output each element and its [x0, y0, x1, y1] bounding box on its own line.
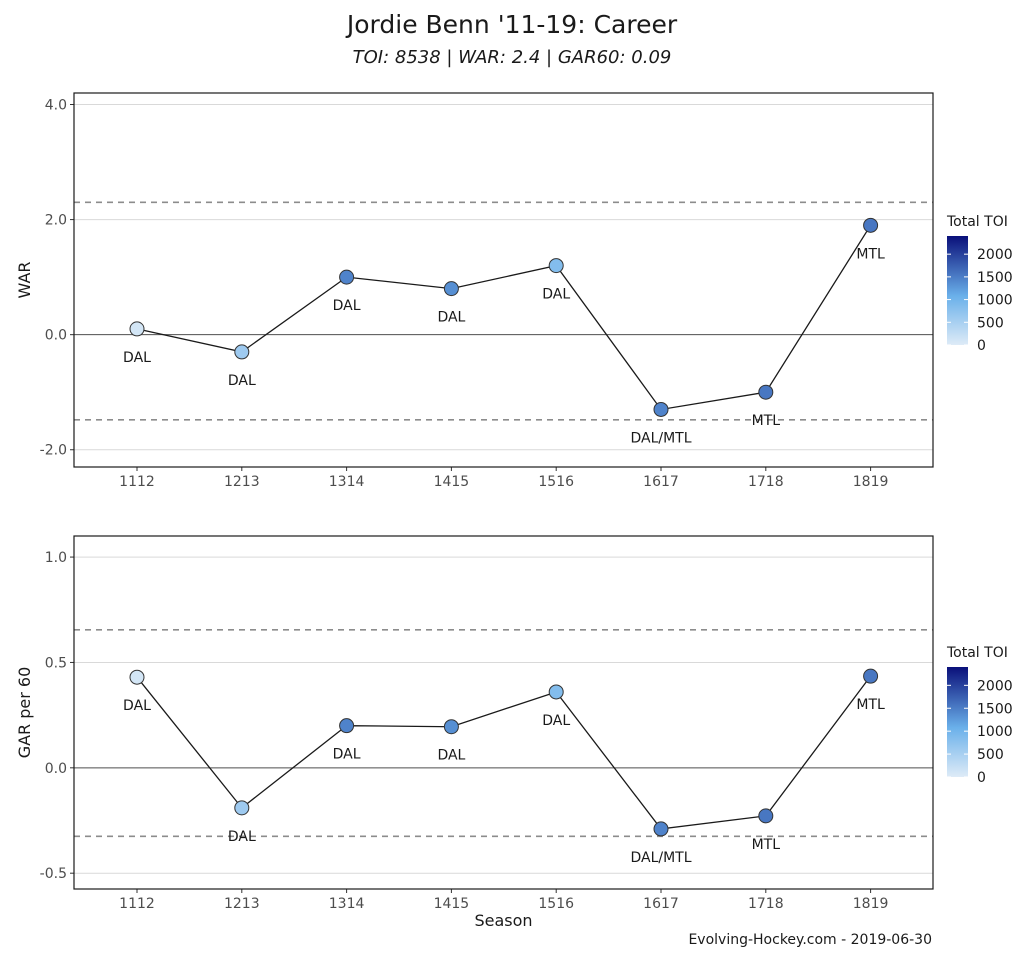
- legend-title: Total TOI: [946, 214, 1008, 230]
- x-tick-label: 1516: [538, 474, 574, 490]
- point-label: DAL/MTL: [630, 850, 691, 866]
- y-axis-label: GAR per 60: [15, 667, 34, 759]
- y-tick-label: 0.5: [45, 655, 67, 671]
- series-line: [136, 675, 872, 830]
- x-tick-label: 1819: [853, 474, 889, 490]
- source-caption: Evolving-Hockey.com - 2019-06-30: [688, 932, 932, 948]
- x-tick-label: 1415: [434, 474, 470, 490]
- chart-subtitle: TOI: 8538 | WAR: 2.4 | GAR60: 0.09: [352, 47, 672, 68]
- y-tick-label: 1.0: [45, 550, 67, 566]
- toi-legend: Total TOI 0 500 1000 1500 2000: [946, 214, 1013, 354]
- x-tick-label: 1718: [748, 474, 784, 490]
- point-label: DAL: [228, 373, 256, 389]
- legend-tick-label: 0: [977, 770, 986, 786]
- legend-tick-label: 0: [977, 338, 986, 354]
- x-tick-label: 1213: [224, 474, 260, 490]
- point-label: MTL: [752, 413, 781, 429]
- y-tick-label: 0.0: [45, 328, 67, 344]
- point-label: DAL/MTL: [630, 430, 691, 446]
- x-tick-label: 1415: [434, 896, 470, 912]
- y-tick-label: 4.0: [45, 98, 67, 114]
- legend-tick-label: 1000: [977, 724, 1013, 740]
- data-point: [548, 258, 564, 274]
- toi-legend: Total TOI 0 500 1000 1500 2000: [946, 645, 1013, 786]
- point-label: DAL: [542, 287, 570, 303]
- data-point: [653, 821, 669, 837]
- point-label: MTL: [752, 837, 781, 853]
- point-label: DAL: [542, 713, 570, 729]
- data-point: [129, 321, 145, 337]
- x-tick-label: 1112: [119, 474, 155, 490]
- y-tick-label: -0.5: [40, 866, 67, 882]
- data-point: [758, 808, 774, 824]
- panel-gar-per-60: -0.5 0.0 0.5 1.0 1112 1213 1314 1415 1516 1617 171…: [15, 535, 1013, 930]
- legend-tick-label: 1000: [977, 293, 1013, 309]
- point-label: DAL: [123, 698, 151, 714]
- legend-tick-label: 500: [977, 315, 1004, 331]
- legend-tick-label: 500: [977, 747, 1004, 763]
- point-label: DAL: [123, 350, 151, 366]
- y-tick-label: 2.0: [45, 213, 67, 229]
- x-tick-label: 1617: [643, 896, 679, 912]
- panel-war: -2.0 0.0 2.0 4.0 1112 1213 1314 1415 1516 1617 171…: [15, 92, 1013, 490]
- point-label: DAL: [437, 310, 465, 326]
- y-axis-label: WAR: [15, 261, 34, 298]
- x-tick-label: 1617: [643, 474, 679, 490]
- point-label: MTL: [856, 246, 885, 262]
- y-tick-label: 0.0: [45, 761, 67, 777]
- legend-colorbar: [947, 667, 968, 777]
- data-point: [653, 401, 669, 417]
- x-tick-label: 1718: [748, 896, 784, 912]
- x-tick-label: 1516: [538, 896, 574, 912]
- data-point: [339, 269, 355, 285]
- data-point: [234, 344, 250, 360]
- data-point: [443, 719, 459, 735]
- data-point: [234, 800, 250, 816]
- series-line: [136, 224, 872, 411]
- point-label: DAL: [228, 829, 256, 845]
- x-axis-label: Season: [474, 911, 532, 930]
- x-tick-label: 1819: [853, 896, 889, 912]
- plot-frame: [73, 92, 934, 468]
- data-point: [758, 384, 774, 400]
- legend-colorbar: [947, 236, 968, 345]
- chart-title: Jordie Benn '11-19: Career: [346, 10, 678, 39]
- plot-frame: [73, 535, 934, 890]
- y-tick-label: -2.0: [40, 443, 67, 459]
- x-tick-label: 1213: [224, 896, 260, 912]
- data-point: [129, 669, 145, 685]
- data-point: [443, 281, 459, 297]
- x-tick-label: 1112: [119, 896, 155, 912]
- point-label: DAL: [437, 748, 465, 764]
- plot-background: [74, 93, 933, 467]
- data-point: [863, 217, 879, 233]
- x-tick-label: 1314: [329, 474, 365, 490]
- legend-tick-label: 1500: [977, 701, 1013, 717]
- x-tick-label: 1314: [329, 896, 365, 912]
- plot-background: [74, 536, 933, 889]
- data-point: [339, 718, 355, 734]
- data-point: [863, 668, 879, 684]
- point-label: DAL: [333, 298, 361, 314]
- point-label: MTL: [856, 697, 885, 713]
- legend-tick-label: 2000: [977, 678, 1013, 694]
- point-label: DAL: [333, 747, 361, 763]
- legend-tick-label: 2000: [977, 247, 1013, 263]
- legend-title: Total TOI: [946, 645, 1008, 661]
- data-point: [548, 684, 564, 700]
- legend-tick-label: 1500: [977, 270, 1013, 286]
